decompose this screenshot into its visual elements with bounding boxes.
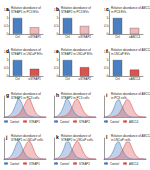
svg-text:STEAP1: STEAP1 (29, 161, 40, 165)
svg-text:STEAP1 in LNCaP EVs: STEAP1 in LNCaP EVs (11, 51, 43, 55)
svg-text:1: 1 (56, 58, 58, 62)
svg-text:Control: Control (10, 119, 19, 123)
svg-text:j: j (5, 134, 8, 140)
svg-text:siSTEAP1: siSTEAP1 (28, 35, 41, 39)
svg-text:Relative abundance of: Relative abundance of (61, 6, 92, 10)
svg-text:1.5: 1.5 (104, 50, 108, 54)
svg-text:1: 1 (106, 16, 108, 20)
svg-text:c: c (106, 6, 109, 12)
svg-text:STEAP2 in PC3 cells: STEAP2 in PC3 cells (61, 95, 90, 99)
svg-text:1: 1 (106, 58, 108, 62)
svg-text:k: k (56, 134, 59, 140)
svg-text:siSTEAP2: siSTEAP2 (78, 35, 91, 39)
svg-text:1: 1 (6, 58, 8, 62)
svg-text:l: l (106, 134, 108, 140)
svg-text:0: 0 (106, 74, 108, 78)
svg-text:STEAP2: STEAP2 (79, 119, 90, 123)
svg-text:Relative abundance of: Relative abundance of (61, 134, 92, 138)
svg-text:a: a (6, 6, 9, 12)
svg-text:0: 0 (56, 74, 58, 78)
svg-text:0.5: 0.5 (104, 66, 108, 70)
svg-text:Relative abundance of: Relative abundance of (61, 92, 92, 96)
svg-text:0.5: 0.5 (4, 24, 8, 28)
svg-text:e: e (56, 48, 59, 54)
svg-text:0: 0 (106, 32, 108, 36)
svg-text:in PC3 cells: in PC3 cells (111, 95, 127, 99)
svg-text:0.5: 0.5 (4, 66, 8, 70)
svg-text:0: 0 (56, 32, 58, 36)
svg-text:0: 0 (6, 74, 8, 78)
svg-text:siSTEAP1: siSTEAP1 (28, 77, 41, 81)
svg-text:Relative abundance of: Relative abundance of (11, 134, 42, 138)
svg-text:1: 1 (6, 16, 8, 20)
svg-text:Control: Control (10, 161, 19, 165)
svg-text:Ctrl: Ctrl (115, 77, 120, 81)
svg-text:Ctrl: Ctrl (65, 77, 70, 81)
svg-text:ABCC4: ABCC4 (129, 119, 139, 123)
svg-text:1: 1 (56, 16, 58, 20)
svg-text:Control: Control (110, 119, 119, 123)
svg-text:b: b (56, 6, 59, 12)
svg-text:STEAP2 in PC3 EVs: STEAP2 in PC3 EVs (61, 9, 89, 13)
svg-text:Relative abundance of: Relative abundance of (11, 6, 42, 10)
svg-text:0.5: 0.5 (54, 24, 58, 28)
svg-text:siSTEAP2: siSTEAP2 (78, 77, 91, 81)
svg-text:Ctrl: Ctrl (65, 35, 70, 39)
svg-text:0: 0 (6, 32, 8, 36)
svg-text:in LNCaP EVs: in LNCaP EVs (111, 51, 131, 55)
svg-text:g: g (6, 92, 9, 98)
svg-text:STEAP1: STEAP1 (29, 119, 40, 123)
svg-text:Relative abundance of: Relative abundance of (61, 48, 92, 52)
svg-text:d: d (6, 48, 9, 54)
svg-text:ABCC4: ABCC4 (129, 161, 139, 165)
svg-text:Control: Control (60, 161, 69, 165)
svg-text:STEAP2 in LNCaP cells: STEAP2 in LNCaP cells (61, 137, 93, 141)
svg-text:0.5: 0.5 (104, 24, 108, 28)
svg-text:Control: Control (60, 119, 69, 123)
svg-text:Ctrl: Ctrl (115, 35, 120, 39)
svg-text:STEAP2 in LNCaP EVs: STEAP2 in LNCaP EVs (61, 51, 93, 55)
svg-text:f: f (106, 48, 108, 54)
svg-text:STEAP1 in LNCaP cells: STEAP1 in LNCaP cells (11, 137, 43, 141)
svg-text:0.5: 0.5 (54, 66, 58, 70)
svg-text:h: h (56, 92, 59, 98)
svg-text:STEAP2: STEAP2 (79, 161, 90, 165)
svg-text:STEAP1 in PC3 cells: STEAP1 in PC3 cells (11, 95, 40, 99)
svg-text:siABCC4: siABCC4 (129, 77, 141, 81)
svg-text:STEAP1 in PC3 EVs: STEAP1 in PC3 EVs (11, 9, 39, 13)
svg-text:in PC3 EVs: in PC3 EVs (111, 9, 127, 13)
svg-text:in LNCaP cells: in LNCaP cells (111, 137, 131, 141)
svg-text:Control: Control (110, 161, 119, 165)
svg-text:siABCC4: siABCC4 (129, 35, 141, 39)
svg-text:Ctrl: Ctrl (15, 77, 20, 81)
svg-text:Relative abundance of: Relative abundance of (11, 48, 42, 52)
svg-text:i: i (106, 92, 108, 98)
svg-text:Relative abundance of: Relative abundance of (11, 92, 42, 96)
svg-text:Ctrl: Ctrl (15, 35, 20, 39)
